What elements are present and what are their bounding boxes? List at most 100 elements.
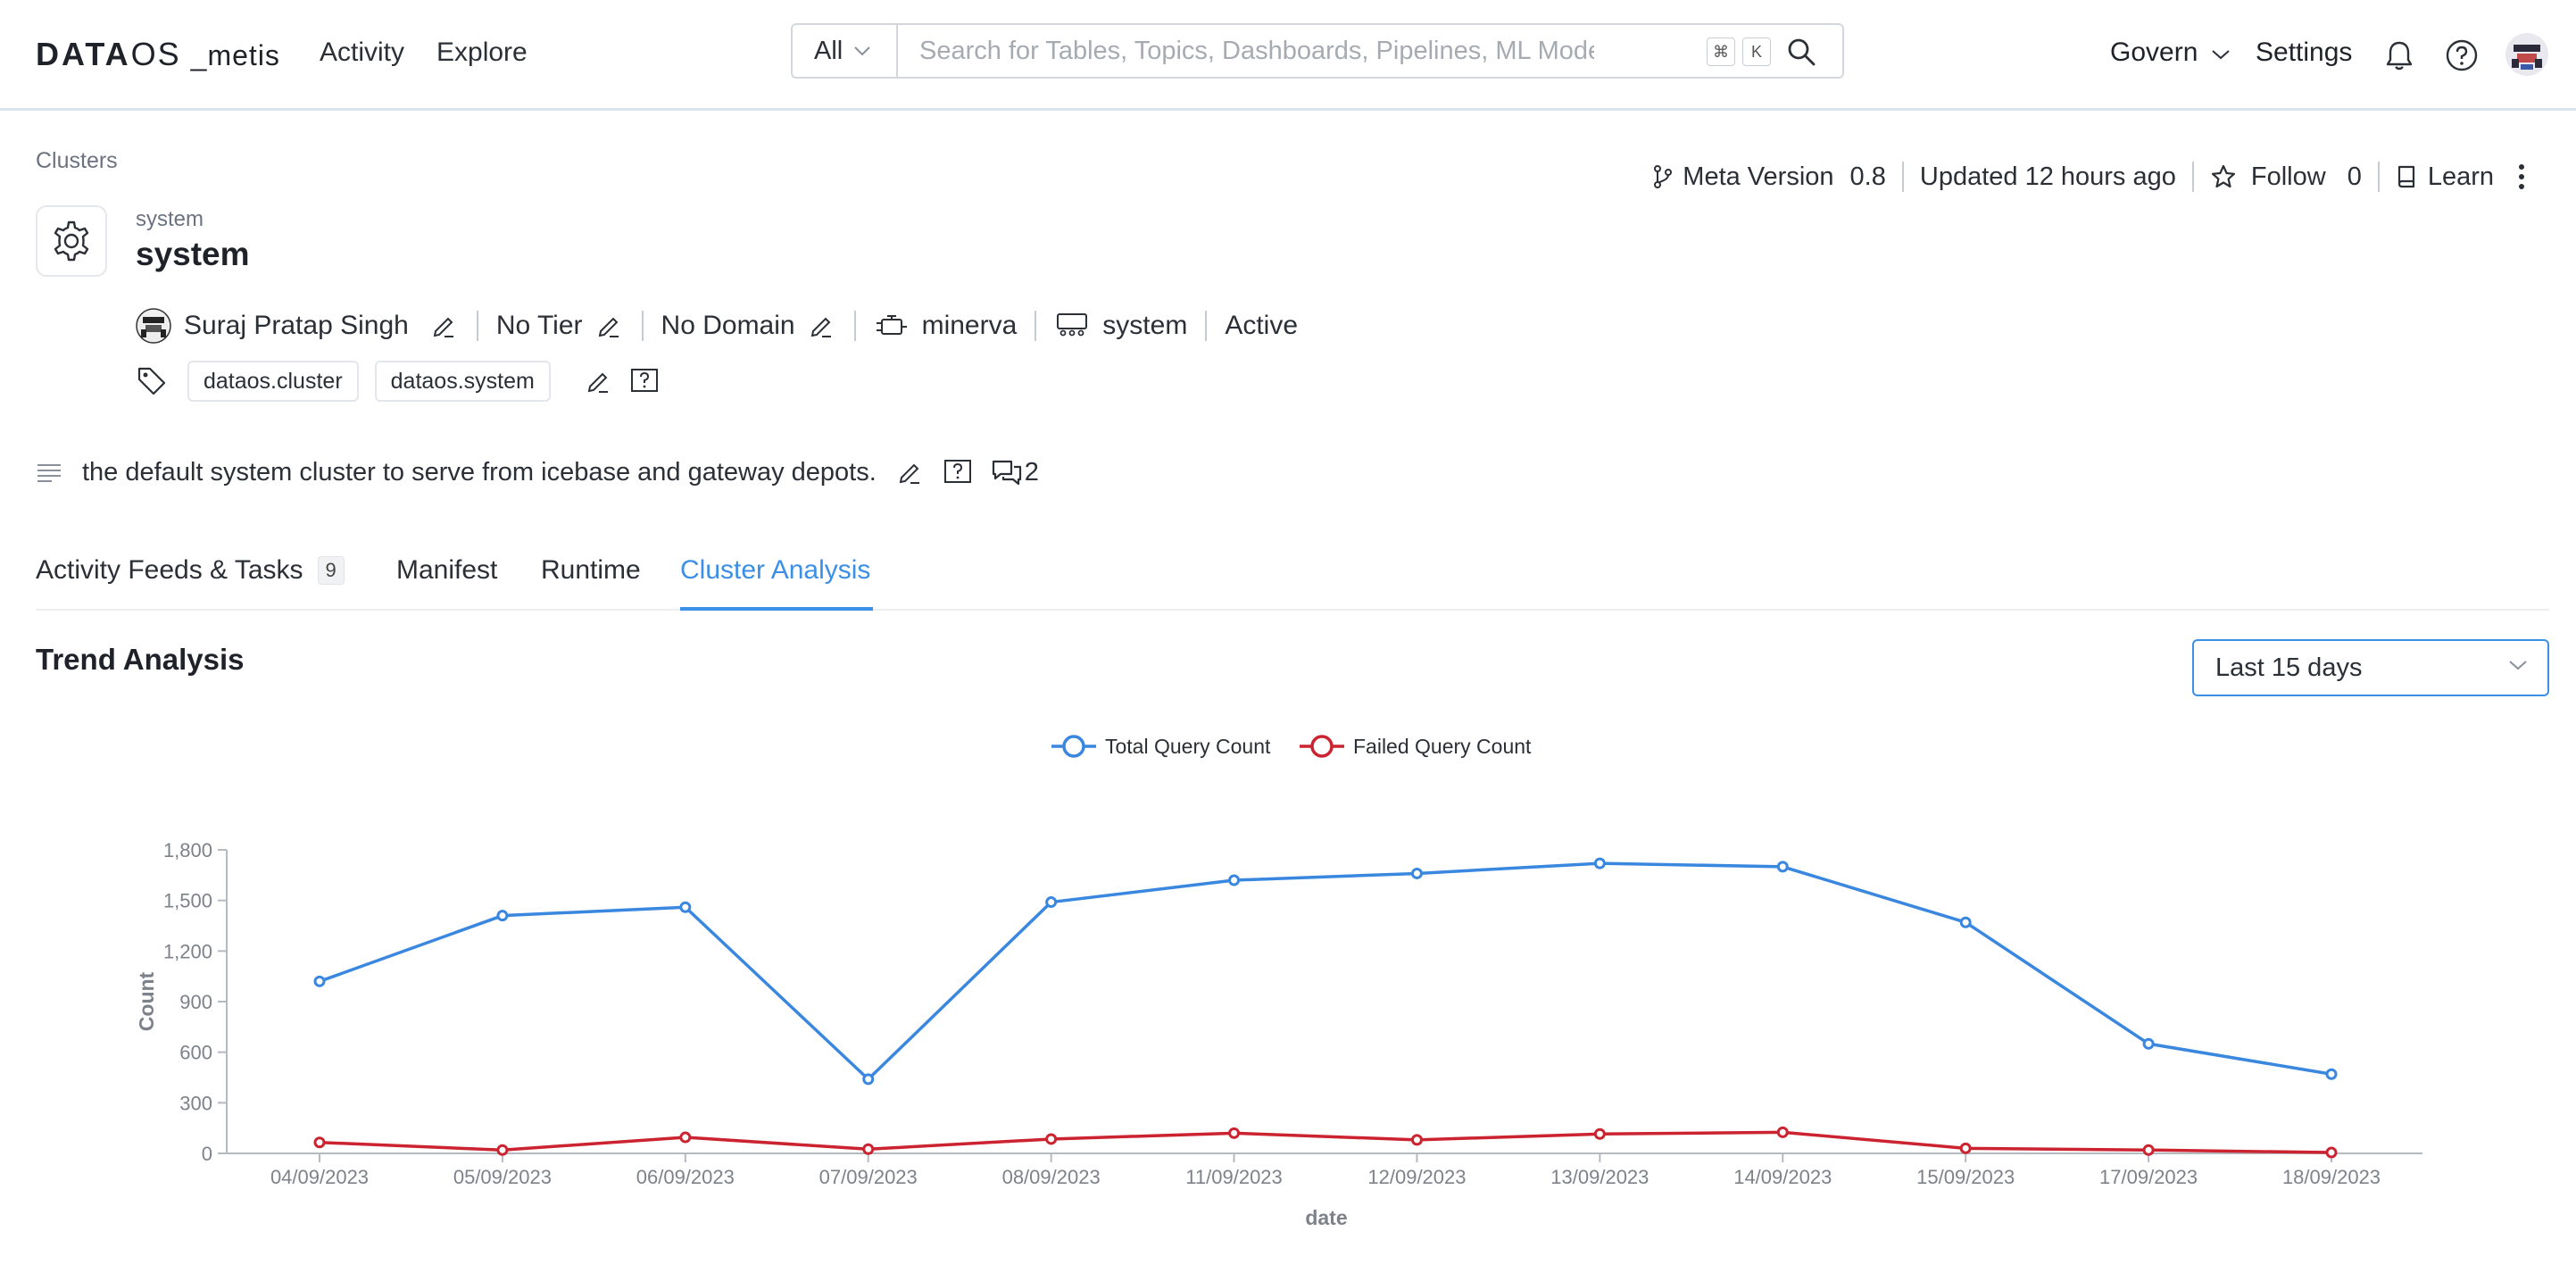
follow-count: 0 (2347, 162, 2362, 191)
tab-label: Cluster Analysis (680, 555, 871, 585)
user-avatar[interactable] (2505, 32, 2549, 77)
edit-tier-icon[interactable] (595, 312, 624, 340)
conversation-count: 2 (1024, 457, 1039, 487)
logo-os-text: OS (130, 36, 181, 72)
nav-explore-link[interactable]: Explore (436, 37, 528, 67)
logo-suffix-text: _metis (190, 39, 280, 71)
divider (2191, 162, 2194, 192)
engine-value[interactable]: minerva (921, 311, 1018, 340)
tag-chip[interactable]: dataos.cluster (187, 361, 359, 402)
meta-version-button[interactable]: Meta Version 0.8 (1652, 162, 1886, 192)
status-field: Active (1225, 311, 1298, 341)
bell-icon[interactable] (2380, 36, 2419, 75)
gear-icon (54, 220, 89, 262)
trend-analysis-chart: Total Query Count Failed Query Count 0 300… (135, 735, 2422, 1229)
learn-label: Learn (2427, 162, 2494, 191)
govern-menu[interactable]: Govern (2110, 37, 2231, 68)
x-tick-label: 13/09/2023 (1550, 1166, 1649, 1188)
workspace-value[interactable]: system (1102, 311, 1188, 340)
divider (853, 311, 856, 341)
search-input[interactable] (918, 33, 1596, 69)
data-point (1228, 1127, 1241, 1139)
star-icon (2211, 164, 2235, 188)
search-type-select[interactable]: All (793, 25, 898, 77)
chart-legend: Total Query Count Failed Query Count (1051, 735, 1532, 758)
shortcut-cmd-key: ⌘ (1707, 37, 1735, 66)
x-tick-label: 14/09/2023 (1733, 1166, 1832, 1188)
govern-label: Govern (2110, 37, 2198, 67)
global-search-bar: All ⌘ K (791, 23, 1844, 79)
conversations-button[interactable]: 2 (991, 457, 1039, 487)
tab-label: Runtime (541, 555, 641, 585)
data-point (1410, 1134, 1423, 1146)
entity-meta-bar: Meta Version 0.8 Updated 12 hours ago Fo… (1652, 159, 2526, 195)
search-icon[interactable] (1782, 32, 1821, 71)
learn-button[interactable]: Learn (2396, 162, 2494, 192)
tab-manifest[interactable]: Manifest (396, 555, 497, 586)
owner-avatar (136, 308, 171, 344)
description-text: the default system cluster to serve from… (82, 457, 877, 487)
tab-cluster-analysis[interactable]: Cluster Analysis (680, 555, 870, 586)
breadcrumb[interactable]: Clusters (36, 148, 118, 173)
tab-label: Manifest (396, 555, 498, 585)
more-options-icon[interactable] (2517, 162, 2526, 191)
x-tick-label: 07/09/2023 (819, 1166, 918, 1188)
y-tick-label: 1,500 (163, 890, 212, 912)
y-tick-label: 600 (179, 1042, 212, 1064)
chevron-down-icon (2509, 661, 2527, 670)
tab-activity-feeds[interactable]: Activity Feeds & Tasks 9 (36, 555, 345, 586)
divider (1901, 162, 1904, 192)
edit-domain-icon[interactable] (808, 312, 836, 340)
data-point (1593, 1127, 1606, 1140)
tier-field: No Tier (496, 311, 624, 341)
edit-owner-icon[interactable] (430, 312, 459, 340)
x-tick-label: 08/09/2023 (1002, 1166, 1101, 1188)
data-point (679, 1131, 692, 1144)
cluster-entity-icon (36, 205, 107, 277)
request-tags-icon[interactable] (629, 366, 660, 396)
tab-label: Activity Feeds & Tasks (36, 555, 303, 585)
entity-subtitle: system (136, 207, 204, 231)
chart-axes: 0 300 600 900 1,200 1,500 1,800 04/09/2023 05/09… (135, 839, 2422, 1229)
y-axis-label: Count (135, 971, 158, 1031)
data-point (1410, 867, 1423, 879)
entity-tabs: Activity Feeds & Tasks 9 Manifest Runtim… (36, 536, 2549, 611)
entity-title: system (136, 236, 250, 272)
entity-properties: Suraj Pratap Singh No Tier No Domain min… (136, 304, 1298, 348)
settings-link[interactable]: Settings (2256, 37, 2353, 67)
data-point (1593, 857, 1606, 869)
domain-field: No Domain (661, 311, 836, 341)
tab-runtime[interactable]: Runtime (541, 555, 641, 586)
follow-button[interactable]: Follow 0 (2210, 162, 2362, 192)
chevron-down-icon (2212, 50, 2230, 60)
data-point (1045, 896, 1058, 909)
app-logo[interactable]: DATAOS _metis (36, 36, 280, 73)
data-point (1228, 874, 1241, 886)
y-tick-label: 1,800 (163, 839, 212, 861)
x-tick-label: 12/09/2023 (1367, 1166, 1466, 1188)
series-line-failed-query-count (319, 1130, 2332, 1154)
chevron-down-icon (854, 46, 870, 56)
owner-name[interactable]: Suraj Pratap Singh (184, 311, 409, 340)
shortcut-k-key: K (1742, 37, 1771, 66)
tier-value: No Tier (495, 311, 583, 340)
tag-chip[interactable]: dataos.system (374, 361, 551, 402)
follow-label: Follow (2250, 162, 2326, 191)
help-icon[interactable] (2442, 36, 2481, 75)
search-type-value: All (814, 36, 843, 65)
logo-main-text: DATA (36, 36, 131, 72)
edit-description-icon[interactable] (896, 458, 925, 487)
data-point (2325, 1146, 2338, 1159)
y-tick-label: 300 (179, 1092, 212, 1114)
data-point (313, 1136, 326, 1149)
edit-tags-icon[interactable] (585, 367, 613, 395)
updated-timestamp: Updated 12 hours ago (1919, 162, 2176, 191)
request-description-icon[interactable] (943, 457, 973, 487)
x-tick-label: 15/09/2023 (1916, 1166, 2015, 1188)
divider (641, 311, 644, 341)
date-range-select[interactable]: Last 15 days (2192, 639, 2549, 696)
meta-version-value: 0.8 (1849, 162, 1886, 191)
meta-version-label: Meta Version (1683, 162, 1834, 191)
divider (476, 311, 478, 341)
nav-activity-link[interactable]: Activity (320, 37, 405, 67)
